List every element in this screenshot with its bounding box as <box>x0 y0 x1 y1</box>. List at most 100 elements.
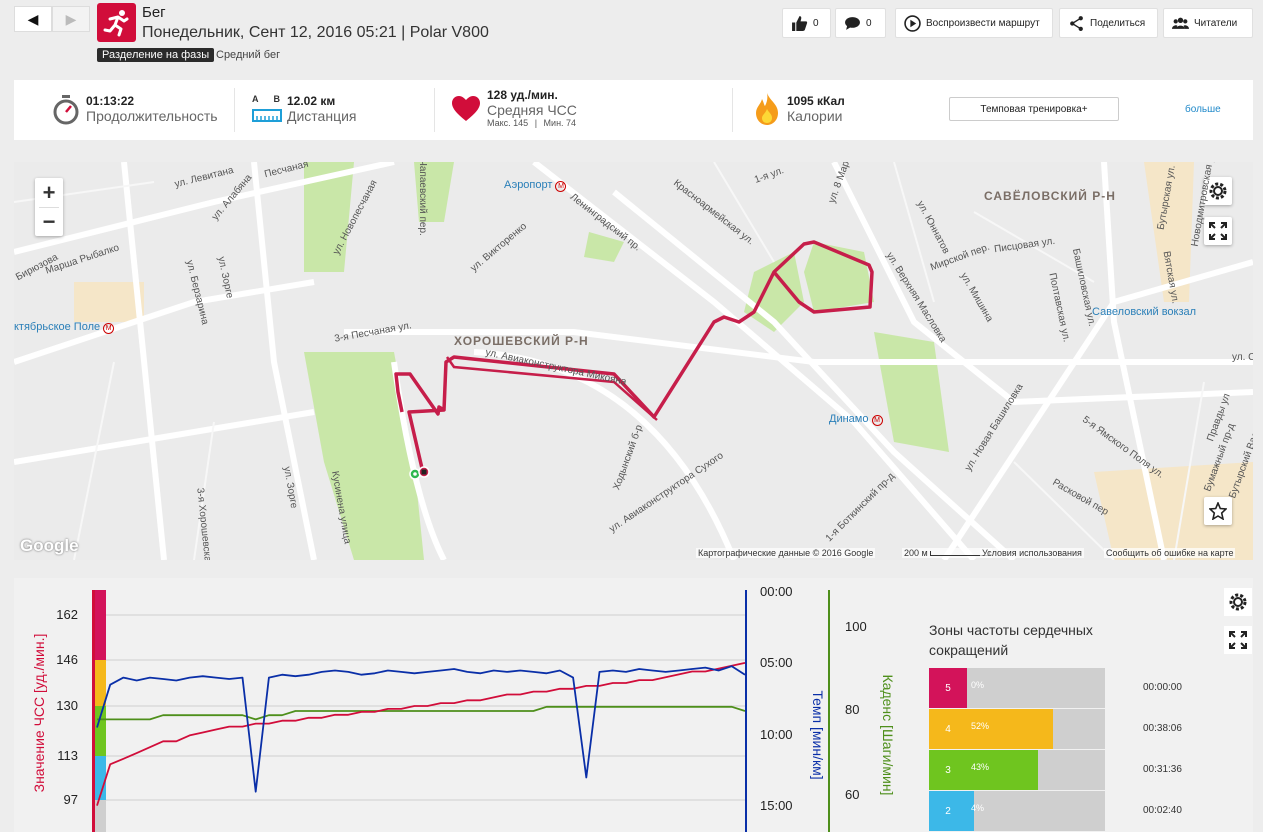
phase-badge[interactable]: Разделение на фазы <box>97 48 215 62</box>
poi-label: Савеловский вокзал <box>1092 306 1196 318</box>
poi-name: ктябрьское Поле <box>14 321 101 333</box>
axis-tick-label: 15:00 <box>760 798 793 813</box>
axis-tick-label: 60 <box>845 787 860 802</box>
sport-name: Бег <box>142 4 166 21</box>
street-label: ул. С <box>1232 352 1253 363</box>
metro-icon: M <box>103 323 115 334</box>
more-link[interactable]: больше <box>1185 104 1221 115</box>
pace-axis-label: Темп [мин/км] <box>810 690 826 780</box>
zone-bar-track: 52% <box>967 709 1105 749</box>
zone-time: 00:00:00 <box>1143 682 1182 693</box>
back-button[interactable]: ◀ <box>14 6 52 32</box>
hr-max: Макс. 145 <box>487 118 529 128</box>
readers-button[interactable]: Читатели <box>1163 8 1253 38</box>
zone-number: 4 <box>929 709 967 749</box>
zone-bar-fill <box>967 750 1039 790</box>
zone-number: 3 <box>929 750 967 790</box>
calories-label: Калории <box>787 108 843 124</box>
map-terms-link[interactable]: Условия использования <box>980 548 1084 558</box>
map-settings-button[interactable] <box>1204 177 1232 205</box>
share-label: Поделиться <box>1090 17 1146 29</box>
duration-value: 01:13:22 <box>86 94 135 108</box>
chart-settings-button[interactable] <box>1224 588 1252 616</box>
top-bar: ◀ ▶ Бег Понедельник, Сент 12, 2016 05:21… <box>0 0 1263 80</box>
map-fullscreen-button[interactable] <box>1204 217 1232 245</box>
route-map[interactable]: + − ХОРОШЕВСКИЙ Р-Н САВЁЛОВСКИЙ Р-Н Аэро… <box>14 162 1253 560</box>
zone-percent: 4% <box>971 803 985 813</box>
zone-percent: 43% <box>971 762 990 772</box>
hr-range: Макс. 145 | Мин. 74 <box>487 118 577 128</box>
metro-icon: M <box>555 181 567 192</box>
zone-bar-track: 0% <box>967 668 1105 708</box>
axis-tick-label: 80 <box>845 702 860 717</box>
like-button[interactable]: 0 <box>782 8 831 38</box>
readers-label: Читатели <box>1194 17 1238 29</box>
axis-tick-label: 113 <box>57 748 78 763</box>
forward-button[interactable]: ▶ <box>52 6 90 32</box>
distance-value: 12.02 км <box>287 94 336 108</box>
zone-percent: 0% <box>971 680 985 690</box>
axis-tick-label: 05:00 <box>760 655 793 670</box>
zoom-in-button[interactable]: + <box>42 179 56 205</box>
comment-count: 0 <box>866 17 872 29</box>
poi-label: Динамо M <box>829 413 883 426</box>
axis-tick-label: 97 <box>63 792 78 807</box>
hr-min: Мин. 74 <box>543 118 577 128</box>
district-label: ХОРОШЕВСКИЙ Р-Н <box>454 334 589 348</box>
flame-icon <box>756 93 778 125</box>
fullscreen-icon <box>1229 631 1247 649</box>
session-info: Понедельник, Сент 12, 2016 05:21 | Polar… <box>142 24 489 41</box>
summary-panel: 01:13:22 Продолжительность A B 12.02 км … <box>14 80 1253 140</box>
hr-separator: | <box>534 118 538 128</box>
play-icon <box>904 14 921 32</box>
hr-avg-label: Средняя ЧСС <box>487 102 577 118</box>
zone-bar-fill <box>967 791 974 831</box>
arrow-right-icon: ▶ <box>65 10 77 27</box>
poi-label: Аэропорт M <box>504 179 567 192</box>
zone-percent: 52% <box>971 721 990 731</box>
stopwatch-icon <box>53 95 79 125</box>
zone-bar-fill <box>967 709 1054 749</box>
district-label: САВЁЛОВСКИЙ Р-Н <box>984 189 1116 203</box>
distance-start-label: A <box>252 94 259 104</box>
people-icon <box>1172 17 1189 29</box>
map-copyright: Картографические данные © 2016 Google <box>696 548 876 558</box>
comment-button[interactable]: 0 <box>835 8 886 38</box>
scale-label: 200 м <box>904 548 928 558</box>
ruler-icon <box>252 109 282 122</box>
zone-time: 00:31:36 <box>1143 764 1182 775</box>
tempo-training-button[interactable]: Темповая тренировка+ <box>949 97 1119 121</box>
replay-route-button[interactable]: Воспроизвести маршрут <box>895 8 1053 38</box>
google-logo: Google <box>20 536 79 555</box>
chart-fullscreen-button[interactable] <box>1224 626 1252 654</box>
thumbs-up-icon <box>792 15 808 31</box>
divider <box>434 88 435 132</box>
poi-name: Динамо <box>829 413 869 425</box>
axis-tick-label: 00:00 <box>760 584 793 599</box>
share-icon <box>1070 15 1083 31</box>
heart-icon <box>452 96 480 121</box>
map-canvas[interactable] <box>14 162 1253 560</box>
zone-bar-track: 43% <box>967 750 1105 790</box>
zone-time: 00:38:06 <box>1143 723 1182 734</box>
duration-label: Продолжительность <box>86 108 218 124</box>
distance-end-label: B <box>273 94 281 104</box>
avg-run-label: Средний бег <box>216 49 281 61</box>
axis-tick-label: 146 <box>56 652 78 667</box>
share-button[interactable]: Поделиться <box>1059 8 1158 38</box>
replay-label: Воспроизвести маршрут <box>926 17 1040 29</box>
axis-tick-label: 100 <box>845 619 867 634</box>
gear-icon <box>1229 593 1247 611</box>
favorite-route-button[interactable] <box>1204 497 1232 525</box>
axis-tick-label: 10:00 <box>760 727 793 742</box>
map-report-link[interactable]: Сообщить об ошибке на карте <box>1104 548 1236 558</box>
zoom-control: + − <box>35 178 63 236</box>
star-icon <box>1209 502 1227 520</box>
zoom-out-button[interactable]: − <box>42 209 56 234</box>
hr-axis-label: Значение ЧСС [уд./мин.] <box>31 633 47 793</box>
fullscreen-icon <box>1209 222 1227 240</box>
poi-name: Аэропорт <box>504 179 553 191</box>
divider <box>234 88 235 132</box>
like-count: 0 <box>813 17 819 29</box>
axis-tick-label: 130 <box>56 698 78 713</box>
